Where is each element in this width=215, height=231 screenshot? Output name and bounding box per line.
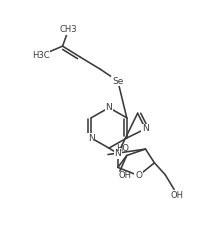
Text: N: N [106,103,112,112]
Text: OH: OH [118,171,131,180]
Text: N: N [88,134,95,143]
Text: HO: HO [117,144,130,153]
Text: N: N [142,124,149,133]
Text: OH: OH [170,191,184,200]
Text: H3C: H3C [32,51,50,60]
Text: O: O [135,171,142,180]
Text: CH3: CH3 [60,25,77,34]
Text: Se: Se [112,76,124,85]
Text: N: N [115,149,121,158]
